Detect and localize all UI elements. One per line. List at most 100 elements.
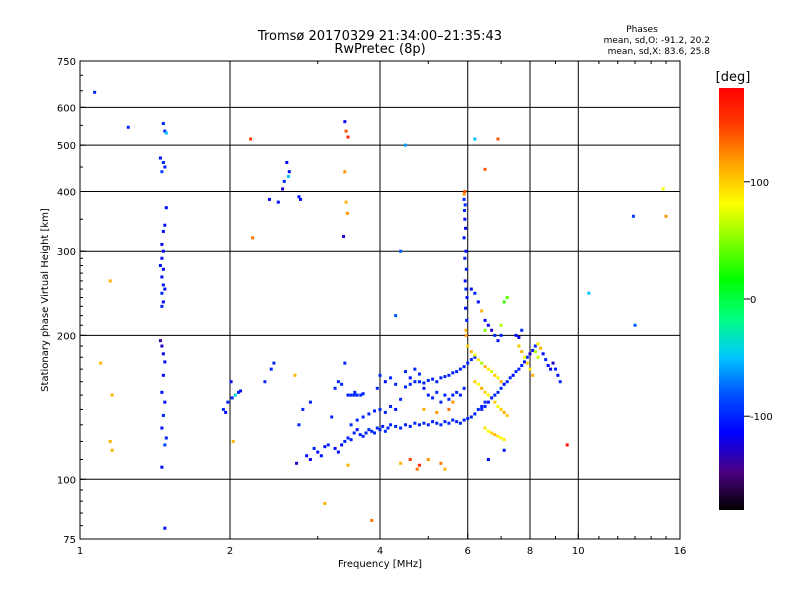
data-point [517, 344, 521, 348]
data-point [349, 423, 353, 427]
x-axis-label: Frequency [MHz] [338, 559, 422, 570]
data-point [161, 229, 165, 233]
data-point [285, 160, 289, 164]
data-point [473, 291, 477, 295]
data-point [523, 355, 527, 359]
data-point [551, 361, 555, 365]
data-point [160, 256, 164, 260]
data-point [447, 421, 451, 425]
data-point [466, 417, 470, 421]
data-point [295, 461, 299, 465]
data-point [161, 160, 165, 164]
data-point [403, 385, 407, 389]
data-point [375, 426, 379, 430]
data-point [496, 390, 500, 394]
data-point [355, 418, 359, 422]
data-point [399, 249, 403, 253]
data-point [389, 423, 393, 427]
data-point [533, 350, 537, 354]
data-point [553, 367, 557, 371]
data-point [417, 463, 421, 467]
data-point [224, 410, 228, 414]
data-point [439, 423, 443, 427]
data-point [466, 344, 470, 348]
data-point [486, 429, 490, 433]
data-point [541, 352, 545, 356]
colorbar-tick-label: -100 [750, 412, 773, 423]
data-point [493, 373, 497, 377]
data-point [355, 393, 359, 397]
data-point [476, 300, 480, 304]
data-point [431, 396, 435, 400]
data-point [480, 309, 484, 313]
data-point [447, 397, 451, 401]
x-tick-label: 16 [674, 546, 687, 557]
data-point [525, 361, 529, 365]
data-point [158, 339, 162, 343]
data-point [505, 413, 509, 417]
data-point [160, 170, 164, 174]
phase-stats-o: mean, sd,O: -91.2, 20.2 [604, 36, 710, 46]
data-point [476, 382, 480, 386]
data-point [158, 156, 162, 160]
data-point [346, 393, 350, 397]
data-point [297, 423, 301, 427]
data-point [160, 426, 164, 430]
data-point [163, 165, 167, 169]
data-point [349, 438, 353, 442]
data-point [336, 380, 340, 384]
data-point [316, 450, 320, 454]
data-point [160, 304, 164, 308]
data-point [340, 443, 344, 447]
data-point [431, 377, 435, 381]
data-point [319, 454, 323, 458]
data-point [108, 279, 112, 283]
data-point [431, 420, 435, 424]
data-point [297, 195, 301, 199]
data-point [403, 143, 407, 147]
data-point [544, 358, 548, 362]
colorbar-ticks: 100 0 -100 [744, 178, 773, 423]
data-point [464, 328, 468, 332]
data-point [221, 407, 225, 411]
data-point [383, 380, 387, 384]
data-point [312, 446, 316, 450]
data-point [326, 443, 330, 447]
data-point [469, 287, 473, 291]
data-point [287, 170, 291, 174]
data-point [110, 448, 114, 452]
x-tick-label: 1 [77, 546, 83, 557]
phase-stats-heading: Phases [626, 25, 658, 35]
data-point [476, 358, 480, 362]
data-point [435, 421, 439, 425]
data-point [263, 380, 267, 384]
data-point [531, 348, 535, 352]
data-point [631, 214, 635, 218]
data-point [463, 217, 467, 221]
data-point [386, 426, 390, 430]
data-point [490, 370, 494, 374]
data-point [490, 396, 494, 400]
data-point [231, 439, 235, 443]
data-point [352, 431, 356, 435]
data-point [493, 393, 497, 397]
data-point [336, 450, 340, 454]
data-point [358, 433, 362, 437]
data-point [164, 436, 168, 440]
data-point [333, 386, 337, 390]
data-point [408, 382, 412, 386]
data-point [298, 197, 302, 201]
data-point [443, 393, 447, 397]
x-tick-label: 4 [377, 546, 383, 557]
data-point [160, 344, 164, 348]
data-point [163, 526, 167, 530]
data-point [378, 407, 382, 411]
data-point [546, 363, 550, 367]
data-point [323, 445, 327, 449]
data-point [525, 355, 529, 359]
data-point [408, 424, 412, 428]
x-tick-label: 8 [527, 546, 533, 557]
data-point [413, 380, 417, 384]
data-point [464, 333, 468, 337]
